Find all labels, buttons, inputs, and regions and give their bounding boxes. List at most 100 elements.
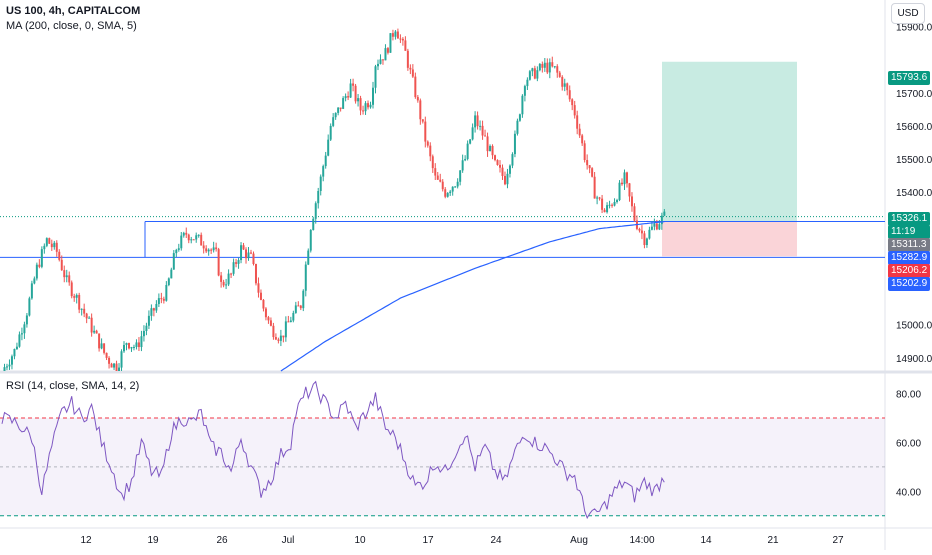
candle-body: [471, 127, 474, 140]
candle-body: [538, 63, 541, 71]
candle-body: [30, 283, 33, 299]
candle-body: [394, 31, 397, 37]
candle-body: [157, 298, 160, 305]
candle-body: [237, 260, 240, 264]
candle-body: [324, 155, 327, 167]
candle-body: [120, 351, 123, 368]
ma-indicator-label[interactable]: MA (200, close, 0, SMA, 5): [6, 20, 137, 32]
candle-body: [561, 76, 564, 87]
candle-body: [294, 305, 297, 313]
candle-body: [314, 203, 317, 219]
candle-body: [640, 230, 643, 234]
candle-body: [466, 143, 469, 159]
candle-body: [118, 367, 121, 371]
candle-body: [399, 38, 402, 40]
candle-body: [424, 121, 427, 142]
candle-body: [127, 343, 130, 349]
candle-body: [227, 273, 230, 285]
candle-body: [307, 250, 310, 265]
candle-body: [339, 107, 342, 109]
candle-body: [464, 158, 467, 161]
candle-body: [576, 115, 579, 129]
candle-body: [145, 325, 148, 331]
candle-body: [25, 315, 28, 325]
candle-body: [601, 198, 604, 210]
candle-body: [13, 349, 16, 357]
level-tag-1: 15282.9: [888, 251, 930, 265]
rsi-band-fill: [0, 418, 885, 516]
candle-body: [210, 249, 213, 251]
candle-body: [322, 166, 325, 177]
time-axis-tick: 26: [216, 535, 228, 546]
candle-body: [441, 181, 444, 190]
candle-body: [372, 87, 375, 105]
candle-body: [162, 298, 165, 301]
countdown-tag: 11:19: [888, 225, 930, 239]
candle-body: [630, 196, 633, 207]
candle-body: [98, 333, 101, 349]
candle-body: [531, 68, 534, 72]
candle-body: [3, 367, 6, 371]
candle-body: [598, 197, 601, 199]
candle-body: [581, 135, 584, 144]
candle-body: [506, 173, 509, 185]
candle-body: [150, 308, 153, 316]
candle-body: [250, 252, 252, 254]
price-axis-tick: 15900.0: [896, 23, 932, 34]
candle-body: [558, 72, 561, 77]
candle-body: [603, 209, 606, 213]
symbol-title[interactable]: US 100, 4h, CAPITALCOM: [6, 5, 141, 17]
candle-body: [508, 165, 511, 174]
candle-body: [650, 226, 653, 230]
candle-body: [621, 182, 624, 185]
candle-body: [160, 298, 163, 300]
candle-body: [172, 253, 175, 270]
candle-body: [230, 273, 233, 275]
candle-body: [528, 71, 531, 80]
candle-body: [170, 269, 173, 279]
candle-body: [456, 181, 459, 187]
candle-body: [50, 243, 53, 248]
candle-body: [80, 308, 83, 310]
candle-body: [391, 33, 394, 37]
candle-body: [125, 343, 128, 345]
candle-body: [192, 239, 195, 241]
candle-body: [23, 324, 26, 334]
candle-body: [481, 125, 484, 136]
candle-body: [207, 249, 210, 252]
candle-body: [541, 63, 544, 68]
candle-body: [513, 133, 516, 155]
ma-200-line: [280, 221, 665, 372]
candle-body: [337, 107, 340, 113]
candle-body: [240, 245, 243, 261]
candle-body: [344, 96, 347, 99]
candle-body: [63, 270, 66, 278]
candle-body: [459, 170, 462, 182]
candle-body: [329, 125, 332, 140]
time-axis-tick: 24: [490, 535, 502, 546]
candle-body: [20, 333, 23, 335]
candle-body: [132, 346, 135, 348]
candle-body: [501, 167, 504, 176]
currency-button[interactable]: USD: [891, 3, 925, 24]
loss-zone: [662, 221, 797, 257]
candle-body: [279, 335, 282, 341]
candle-body: [436, 175, 439, 180]
candle-body: [182, 232, 185, 236]
candle-body: [115, 363, 118, 371]
last-price-tag: 15326.1: [888, 212, 930, 226]
candle-body: [245, 249, 248, 259]
candle-body: [486, 136, 489, 152]
candle-body: [655, 223, 658, 230]
candle-body: [319, 176, 322, 191]
candle-body: [317, 190, 320, 204]
candle-body: [518, 114, 521, 121]
rsi-indicator-label[interactable]: RSI (14, close, SMA, 14, 2): [6, 380, 140, 392]
candle-body: [454, 186, 457, 188]
candle-body: [406, 50, 409, 68]
candle-body: [137, 342, 140, 348]
candle-body: [142, 330, 145, 337]
price-axis-tick: 15400.0: [896, 188, 932, 199]
